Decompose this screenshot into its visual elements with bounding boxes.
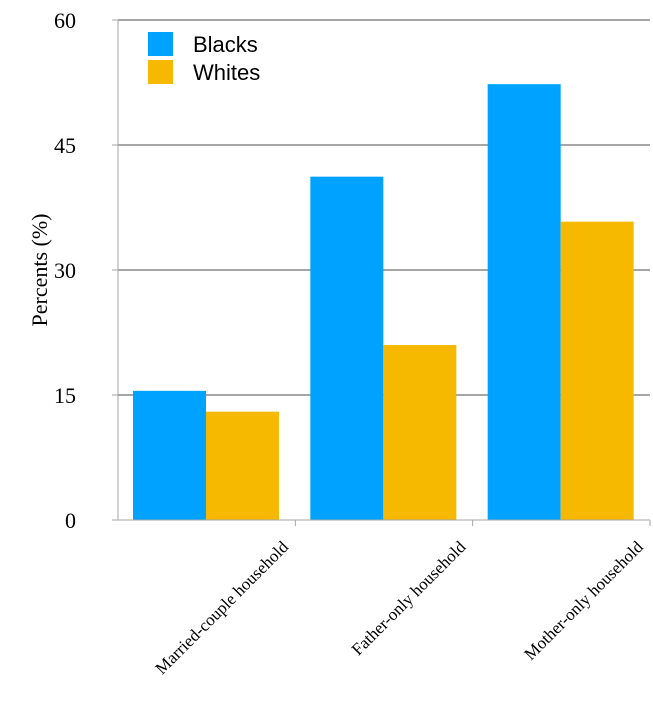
y-tick-label: 15 xyxy=(54,383,76,408)
x-category-label: Father-only household xyxy=(348,537,470,659)
y-tick-label: 0 xyxy=(65,508,76,533)
legend-label-whites: Whites xyxy=(193,60,260,85)
y-axis-title: Percents (%) xyxy=(27,213,52,326)
bar-whites-0 xyxy=(206,411,279,520)
axes xyxy=(112,19,651,526)
y-tick-label: 60 xyxy=(54,8,76,33)
legend-label-blacks: Blacks xyxy=(193,32,258,57)
y-tick-label: 45 xyxy=(54,133,76,158)
legend-swatch-blacks xyxy=(148,32,173,56)
y-tick-labels: 0 15 30 45 60 xyxy=(54,8,76,533)
x-category-label: Mother-only household xyxy=(520,537,647,664)
bar-whites-2 xyxy=(560,221,634,520)
bar-blacks-2 xyxy=(487,84,561,521)
legend-swatch-whites xyxy=(148,60,173,84)
bar-blacks-0 xyxy=(133,390,206,520)
x-category-labels: Married-couple household Father-only hous… xyxy=(152,537,648,678)
bars xyxy=(133,84,634,521)
legend: Blacks Whites xyxy=(148,32,260,85)
x-category-label: Married-couple household xyxy=(152,537,293,678)
y-tick-label: 30 xyxy=(54,258,76,283)
bar-blacks-1 xyxy=(310,176,384,520)
bar-whites-1 xyxy=(383,345,457,520)
